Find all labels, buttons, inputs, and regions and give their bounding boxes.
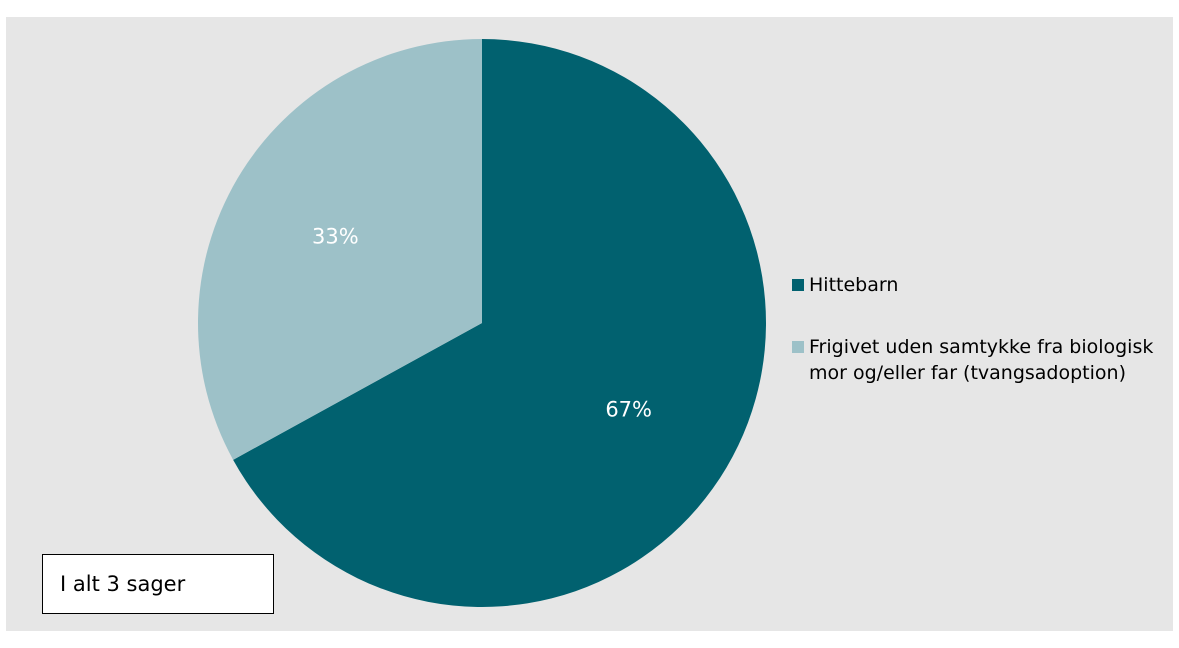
total-cases-label: I alt 3 sager xyxy=(60,572,185,596)
legend-label-tvangsadoption: Frigivet uden samtykke fra biologisk mor… xyxy=(809,334,1172,386)
legend-item-hittebarn: Hittebarn xyxy=(792,272,1172,298)
legend-swatch-hittebarn xyxy=(792,279,804,291)
pie-slice-label-tvangsadoption: 33% xyxy=(312,224,359,248)
chart-area: 67% 33% Hittebarn Frigivet uden samtykke … xyxy=(6,17,1173,631)
legend-swatch-tvangsadoption xyxy=(792,341,804,353)
total-cases-box: I alt 3 sager xyxy=(42,554,274,614)
pie-slice-label-hittebarn: 67% xyxy=(605,398,652,422)
legend-item-tvangsadoption: Frigivet uden samtykke fra biologisk mor… xyxy=(792,334,1172,386)
legend-label-hittebarn: Hittebarn xyxy=(809,272,1172,298)
pie-slices xyxy=(198,39,766,607)
legend: Hittebarn Frigivet uden samtykke fra bio… xyxy=(792,272,1172,386)
